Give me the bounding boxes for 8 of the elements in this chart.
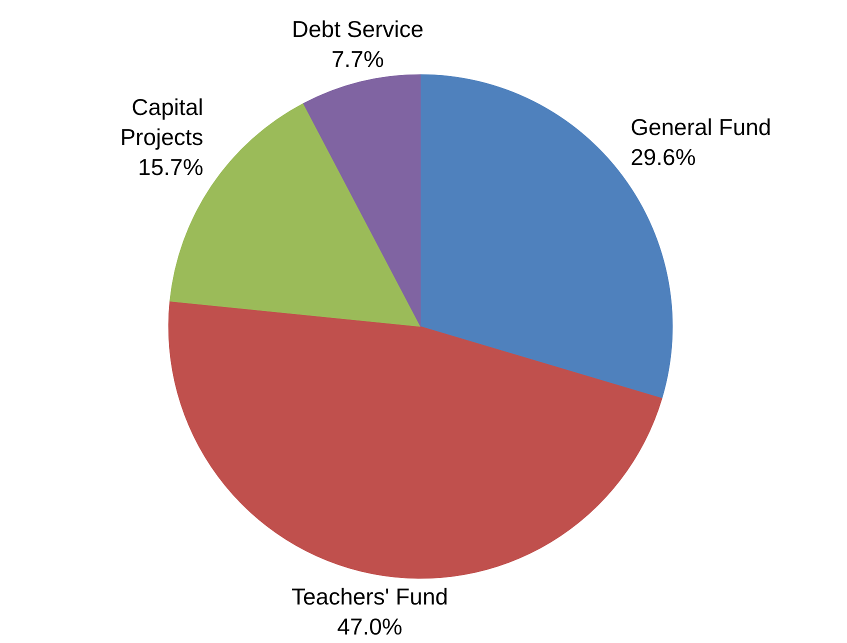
slice-label: General Fund [630, 114, 772, 140]
slice-label: Debt Service [292, 16, 424, 42]
data-label: 15.7% [138, 154, 204, 180]
data-label: 29.6% [630, 144, 696, 170]
slice-label: Teachers' Fund [292, 584, 448, 610]
slice-label: Capital Projects [120, 94, 204, 150]
data-label: 47.0% [337, 614, 402, 640]
data-label: 7.7% [332, 46, 384, 72]
